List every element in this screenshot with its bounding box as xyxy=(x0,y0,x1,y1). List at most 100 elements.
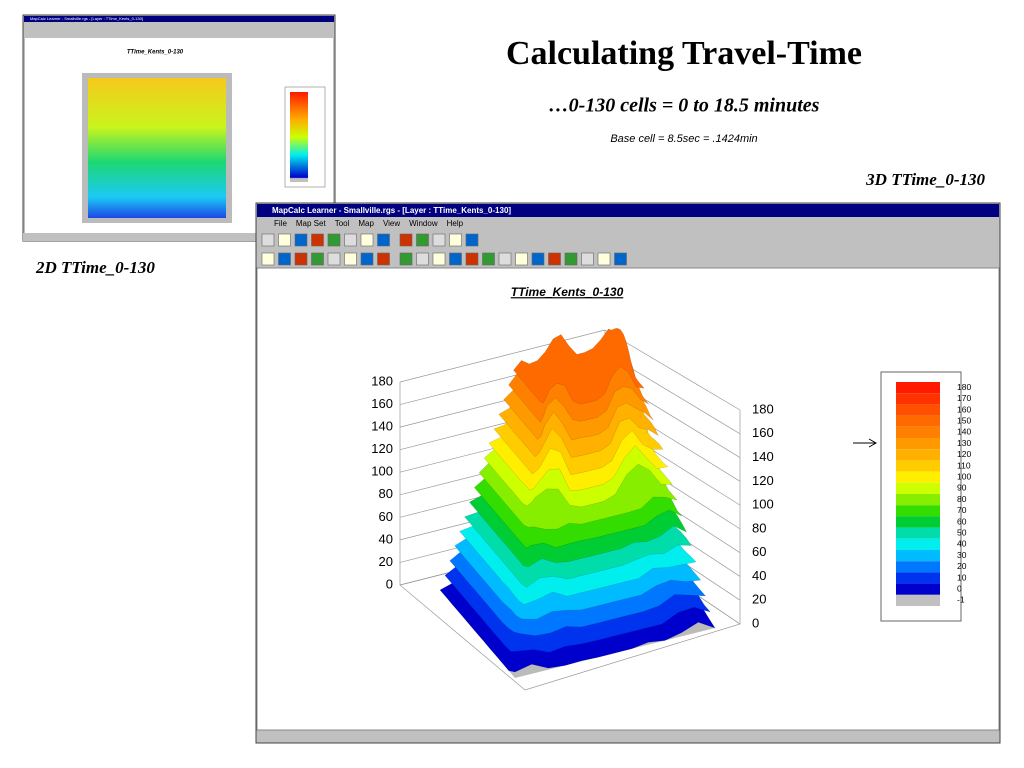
toolbar-button xyxy=(482,252,495,266)
toolbar-button xyxy=(432,252,446,266)
toolbar-button xyxy=(360,233,374,247)
slide-title: Calculating Travel-Time xyxy=(506,35,862,72)
menu-item: Help xyxy=(447,219,464,228)
legend-label: 150 xyxy=(957,415,971,425)
legend-label: 90 xyxy=(957,483,967,493)
legend-label: 40 xyxy=(957,539,967,549)
toolbar-button xyxy=(416,252,429,266)
legend-label: 100 xyxy=(957,471,971,481)
toolbar-button xyxy=(261,233,275,247)
z-tick-label: 100 xyxy=(371,464,393,479)
window-title: MapCalc Learner - Smallville.rgs - [Laye… xyxy=(272,206,511,215)
menu-item: Map xyxy=(358,219,374,228)
legend-label: 140 xyxy=(957,427,971,437)
toolbar-button xyxy=(344,252,357,266)
legend-swatch xyxy=(896,482,940,494)
legend-label: 130 xyxy=(957,438,971,448)
surface-layer xyxy=(513,327,645,405)
toolbar-button xyxy=(278,233,291,247)
legend-swatch xyxy=(896,415,940,427)
legend-swatch xyxy=(896,550,940,562)
toolbar-button xyxy=(548,252,561,266)
toolbar-button xyxy=(515,252,528,266)
slide-subtitle: …0-130 cells = 0 to 18.5 minutes xyxy=(549,95,820,117)
toolbar-button xyxy=(261,252,275,266)
toolbar-button xyxy=(311,252,324,266)
legend-swatch xyxy=(896,393,940,405)
z-tick-label: 20 xyxy=(379,554,393,569)
z-tick-label: 80 xyxy=(752,520,766,535)
toolbar-button xyxy=(498,252,512,266)
toolbar-button xyxy=(449,233,462,247)
legend-swatch xyxy=(896,460,940,472)
toolbar-button xyxy=(377,233,390,247)
legend-label: 180 xyxy=(957,382,971,392)
legend-label: 110 xyxy=(957,460,971,470)
arrow-head xyxy=(868,438,878,448)
z-tick-label: 140 xyxy=(752,449,774,464)
z-tick-label: 140 xyxy=(371,419,393,434)
legend-label: -1 xyxy=(957,595,965,605)
label-3d: 3D TTime_0-130 xyxy=(865,170,985,189)
menu-item: Tool xyxy=(335,219,350,228)
legend-label: 10 xyxy=(957,572,967,582)
legend-swatch xyxy=(896,505,940,517)
toolbar-button xyxy=(449,252,462,266)
toolbar-button xyxy=(344,233,357,247)
z-tick-label: 60 xyxy=(752,544,766,559)
legend-swatch xyxy=(896,494,940,506)
toolbar-button xyxy=(278,252,291,266)
legend-label: 50 xyxy=(957,527,967,537)
legend-swatch xyxy=(896,583,940,595)
toolbar-button xyxy=(399,252,413,266)
legend-swatch xyxy=(896,572,940,584)
z-tick-label: 120 xyxy=(371,441,393,456)
z-tick-label: 80 xyxy=(379,486,393,501)
toolbar-button xyxy=(377,252,390,266)
toolbar-button xyxy=(581,252,594,266)
legend-label: 20 xyxy=(957,561,967,571)
legend-label: 170 xyxy=(957,393,971,403)
legend-label: 70 xyxy=(957,505,967,515)
z-tick-label: 100 xyxy=(752,497,774,512)
menu-item: View xyxy=(383,219,400,228)
toolbar-button xyxy=(327,252,341,266)
z-tick-label: 20 xyxy=(752,592,766,607)
toolbar-button xyxy=(614,252,627,266)
legend-swatch xyxy=(896,516,940,528)
toolbar-button xyxy=(294,252,308,266)
legend-label: 80 xyxy=(957,494,967,504)
box-frame xyxy=(399,382,741,691)
z-tick-label: 0 xyxy=(386,576,393,591)
legend-swatch xyxy=(896,449,940,461)
legend-label: 160 xyxy=(957,404,971,414)
z-tick-label: 160 xyxy=(752,425,774,440)
z-tick-label: 160 xyxy=(371,396,393,411)
toolbar-button xyxy=(465,233,479,247)
legend-swatch xyxy=(896,471,940,483)
toolbar-button xyxy=(416,233,429,247)
toolbar-button xyxy=(531,252,545,266)
menu-item: File xyxy=(274,219,287,228)
toolbar-button xyxy=(327,233,341,247)
z-tick-label: 40 xyxy=(752,568,766,583)
z-tick-label: 40 xyxy=(379,531,393,546)
legend-swatch xyxy=(896,561,940,573)
toolbar-button xyxy=(360,252,374,266)
legend-swatch xyxy=(896,438,940,450)
legend-label: 30 xyxy=(957,550,967,560)
legend-swatch xyxy=(896,382,940,394)
menu-item: Window xyxy=(409,219,438,228)
toolbar-button xyxy=(465,252,479,266)
z-tick-label: 180 xyxy=(752,401,774,416)
toolbar-button xyxy=(597,252,611,266)
small-map-title: TTime_Kents_0-130 xyxy=(127,50,184,56)
toolbar-button xyxy=(432,233,446,247)
legend-swatch xyxy=(896,404,940,416)
small-window: MapCalc Learner - Smallville.rgs - [Laye… xyxy=(22,14,336,242)
map-title: TTime_Kents_0-130 xyxy=(511,285,624,299)
small-window-title: MapCalc Learner - Smallville.rgs - [Laye… xyxy=(30,16,143,21)
legend-swatch xyxy=(896,538,940,550)
legend-swatch xyxy=(896,426,940,438)
